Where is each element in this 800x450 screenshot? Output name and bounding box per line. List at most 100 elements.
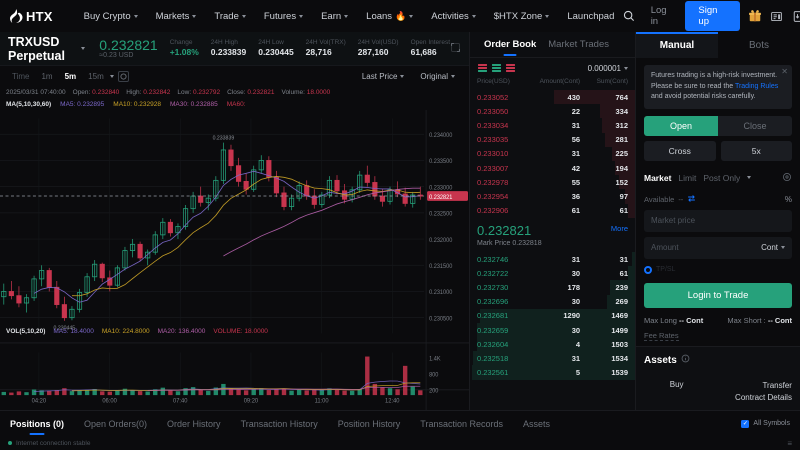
price-chart[interactable]: VOL(5,10,20) MA5: 18.4000 MA10: 224.8000…	[0, 110, 469, 410]
tab-market-trades[interactable]: Market Trades	[548, 39, 609, 50]
timeframe-1m[interactable]: 1m	[41, 71, 53, 81]
order-book-row[interactable]: 0.233035 56 281	[470, 132, 635, 147]
nav-item-futures[interactable]: Futures	[255, 0, 312, 32]
order-book-row[interactable]: 0.233052 430 764	[470, 90, 635, 105]
close-tab[interactable]: Close	[718, 115, 792, 136]
order-book-row[interactable]: 0.232730 178 239	[470, 280, 635, 295]
order-book-row[interactable]: 0.232978 55 152	[470, 175, 635, 190]
margin-mode-button[interactable]: Cross	[644, 140, 716, 161]
close-icon[interactable]: ✕	[781, 67, 788, 76]
order-book-row[interactable]: 0.233007 42 194	[470, 160, 635, 176]
row-sum: 1534	[611, 353, 628, 363]
chevron-down-icon[interactable]	[109, 74, 114, 78]
login-to-trade-button[interactable]: Login to Trade	[644, 282, 792, 308]
depth-mode-both-icon[interactable]	[477, 63, 488, 73]
svg-text:200: 200	[429, 388, 438, 394]
svg-text:07:40: 07:40	[173, 398, 188, 404]
info-icon[interactable]	[681, 354, 690, 366]
symbol-selector[interactable]: TRXUSD Perpetual	[8, 35, 86, 63]
order-book-row[interactable]: 0.232954 36 97	[470, 189, 635, 204]
transfer-icon[interactable]	[687, 194, 696, 205]
order-book-row[interactable]: 0.232604 4 1503	[470, 337, 635, 352]
expand-icon[interactable]	[450, 40, 461, 58]
nav-item-activities[interactable]: Activities	[422, 0, 484, 32]
nav-item-htx-zone[interactable]: $HTX Zone	[485, 0, 559, 32]
btab-positions[interactable]: Positions (0)	[10, 411, 64, 437]
tab-bots[interactable]: Bots	[718, 32, 800, 58]
btab-open-orders[interactable]: Open Orders(0)	[84, 418, 148, 429]
order-type-market[interactable]: Market	[644, 172, 672, 183]
order-book-row[interactable]: 0.232906 61 61	[470, 203, 635, 218]
order-book-row[interactable]: 0.233010 31 225	[470, 146, 635, 161]
nav-item-loans[interactable]: Loans 🔥	[357, 0, 422, 32]
ma60-label: MA60:	[226, 100, 246, 108]
all-symbols-checkbox[interactable]: ✓ All Symbols	[741, 419, 790, 428]
login-button[interactable]: Log in	[650, 5, 667, 27]
more-link[interactable]: More	[610, 223, 628, 233]
btab-position-history[interactable]: Position History	[337, 418, 401, 429]
high-label: High:	[126, 88, 142, 96]
amount-unit-selector[interactable]: Cont	[761, 243, 785, 252]
contract-details-link[interactable]: Contract Details	[735, 393, 792, 402]
last-price-usd: ≈0.23 USD	[99, 52, 134, 60]
nav-item-earn[interactable]: Earn	[312, 0, 357, 32]
chart-style-selector[interactable]: Original	[412, 72, 463, 81]
timeframe-15m[interactable]: 15m	[88, 71, 104, 81]
btab-transaction-history[interactable]: Transaction History	[240, 418, 318, 429]
nav-item-trade[interactable]: Trade	[205, 0, 254, 32]
htx-logo[interactable]: HTX	[10, 9, 53, 24]
fee-rates-link[interactable]: Fee Rates	[644, 330, 679, 341]
order-book-row[interactable]: 0.232746 31 31	[470, 251, 635, 267]
nav-item-launchpad[interactable]: Launchpad	[558, 0, 623, 32]
tab-order-book[interactable]: Order Book	[478, 32, 542, 58]
btab-assets[interactable]: Assets	[523, 418, 551, 429]
order-type-limit[interactable]: Limit	[678, 172, 697, 183]
leverage-button[interactable]: 5x	[720, 140, 792, 161]
gear-icon[interactable]	[782, 169, 792, 187]
buy-button[interactable]: Buy	[669, 380, 684, 389]
search-icon[interactable]	[619, 5, 638, 27]
chevron-down-icon[interactable]	[747, 176, 752, 179]
tick-size-selector[interactable]: 0.000001	[588, 64, 628, 73]
timeframe-5m[interactable]: 5m	[64, 71, 77, 81]
price-source-selector[interactable]: Last Price	[354, 72, 413, 81]
btab-order-history[interactable]: Order History	[167, 418, 221, 429]
transfer-button[interactable]: Transfer	[762, 381, 792, 390]
depth-mode-asks-icon[interactable]	[505, 63, 516, 73]
depth-mode-bids-icon[interactable]	[491, 63, 502, 73]
amount-input[interactable]: Amount Cont	[644, 236, 792, 259]
trading-rules-link[interactable]: Trading Rules	[734, 82, 779, 90]
menu-icon[interactable]: ≡	[787, 438, 792, 448]
order-book-row[interactable]: 0.233034 31 312	[470, 118, 635, 133]
time-label: Time	[12, 71, 30, 81]
btab-transaction-records[interactable]: Transaction Records	[420, 418, 503, 429]
ma10-value: 0.232928	[133, 100, 162, 108]
percent-toggle[interactable]: %	[784, 194, 792, 204]
signup-button[interactable]: Sign up	[685, 1, 740, 31]
row-amount: 1290	[563, 311, 581, 321]
depth-bar	[605, 132, 635, 147]
order-book-row[interactable]: 0.232696 30 269	[470, 294, 635, 309]
download-icon[interactable]	[788, 5, 800, 27]
tab-manual[interactable]: Manual	[636, 32, 718, 58]
open-tab[interactable]: Open	[644, 115, 718, 136]
order-type-post-only[interactable]: Post Only	[703, 172, 741, 183]
nav-item-markets[interactable]: Markets	[147, 0, 206, 32]
news-icon[interactable]	[767, 5, 786, 27]
order-book-row[interactable]: 0.232722 30 61	[470, 266, 635, 281]
row-price: 0.232696	[477, 297, 509, 307]
order-book-row[interactable]: 0.233050 22 334	[470, 104, 635, 119]
nav-item-buy-crypto[interactable]: Buy Crypto	[75, 0, 147, 32]
gift-icon[interactable]	[746, 5, 765, 27]
indicator-icon[interactable]	[117, 70, 129, 82]
chevron-down-icon	[241, 14, 246, 18]
order-book-row[interactable]: 0.232681 1290 1469	[470, 308, 635, 323]
chart-canvas[interactable]: 0.234000 0.233500 0.233000 0.232500 0.232000…	[0, 110, 469, 410]
order-book-row[interactable]: 0.232561 5 1539	[470, 365, 635, 380]
tpsl-toggle[interactable]: TP/SL	[644, 265, 792, 274]
row-amount: 31	[571, 353, 581, 363]
chevron-down-icon	[133, 14, 138, 18]
order-book-row[interactable]: 0.232659 30 1499	[470, 322, 635, 338]
order-book-row[interactable]: 0.232518 31 1534	[470, 351, 635, 366]
price-input[interactable]: Market price	[644, 209, 792, 232]
